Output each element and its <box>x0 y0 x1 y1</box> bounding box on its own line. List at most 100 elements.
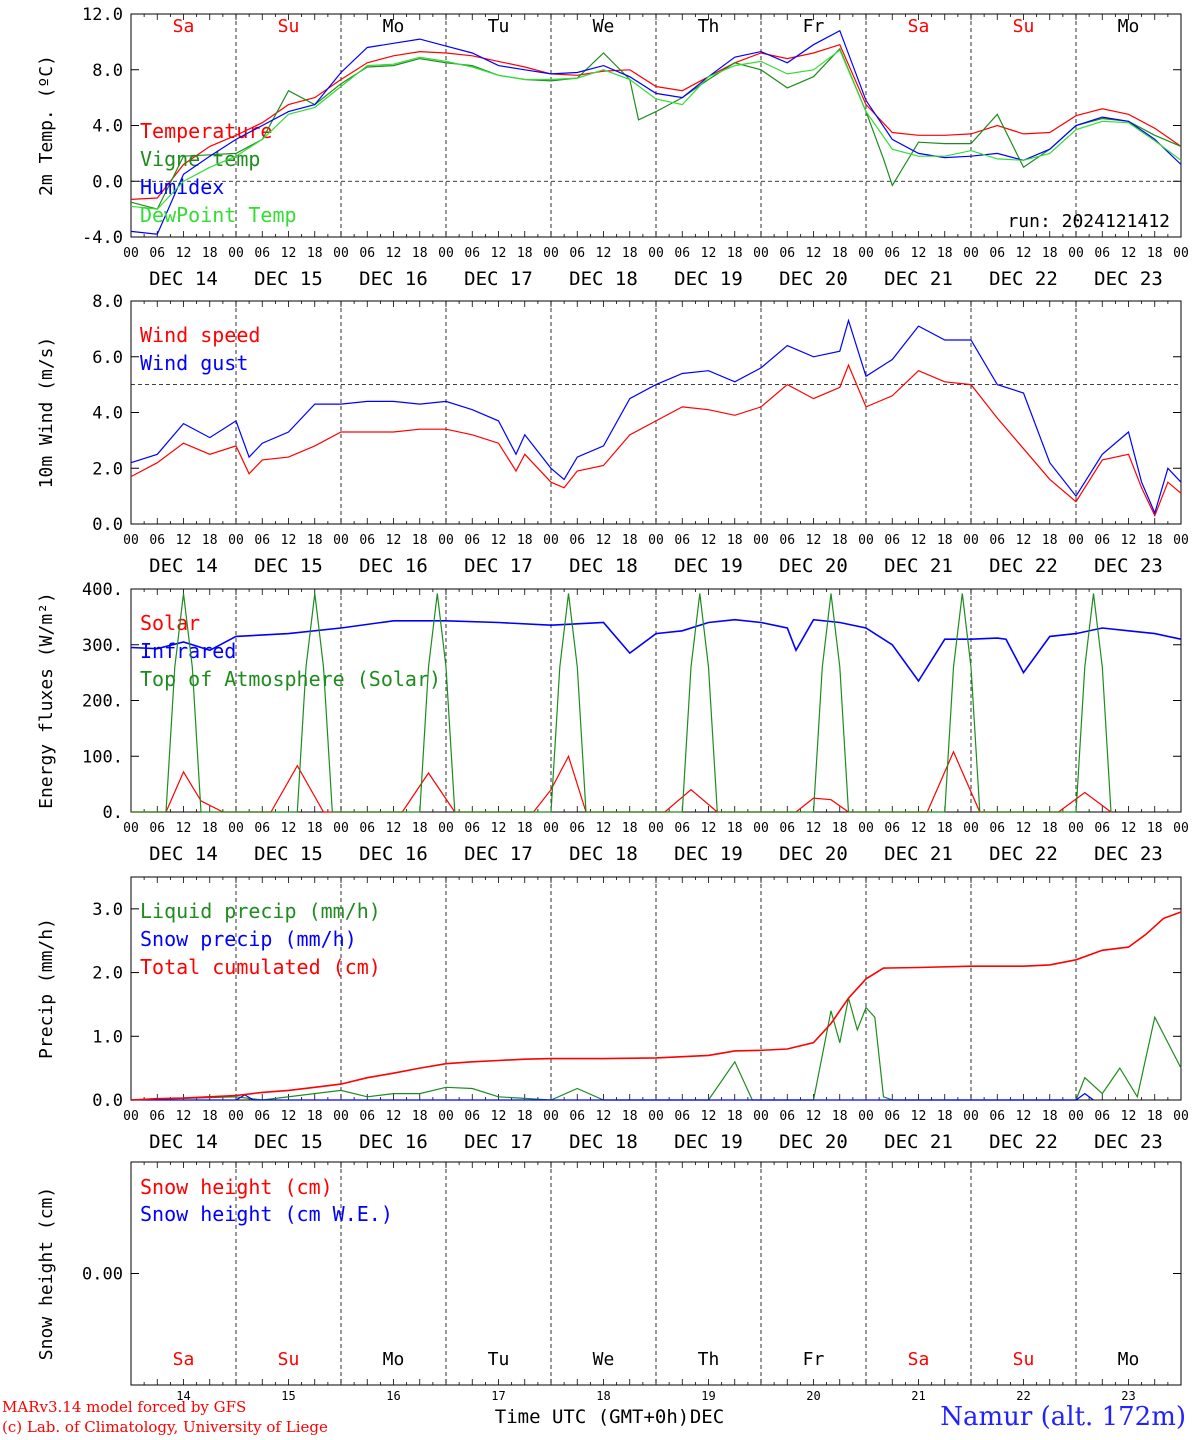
panel2-hour-label: 12 <box>911 533 927 548</box>
panel2-hour-label: 06 <box>359 533 375 548</box>
panel3-hour-label: 00 <box>858 821 874 836</box>
panel1-hour-label: 06 <box>674 246 690 261</box>
panel4-hour-label: 12 <box>701 1109 717 1124</box>
panel4-hour-label: 00 <box>438 1109 454 1124</box>
panel5-day-name: Su <box>1013 1349 1035 1370</box>
panel4-date-label: DEC 18 <box>569 1131 638 1153</box>
panel4-hour-label: 18 <box>517 1109 533 1124</box>
panel2-date-label: DEC 19 <box>674 555 743 577</box>
panel3-date-label: DEC 17 <box>464 843 533 865</box>
panel5-day-name: Fr <box>803 1349 825 1370</box>
panel3-hour-label: 00 <box>228 821 244 836</box>
panel3-date-label: DEC 19 <box>674 843 743 865</box>
panel2-date-label: DEC 14 <box>149 555 218 577</box>
x-axis-label: Time UTC (GMT+0h) <box>495 1406 689 1428</box>
panel5-day-number: 14 <box>176 1389 190 1403</box>
panel1-hour-label: 12 <box>596 246 612 261</box>
panel1-date-label: DEC 22 <box>989 268 1058 290</box>
panel1-hour-label: 00 <box>648 246 664 261</box>
panel3-hour-label: 18 <box>202 821 218 836</box>
panel2-hour-label: 12 <box>1121 533 1137 548</box>
panel3-hour-label: 12 <box>806 821 822 836</box>
panel1-day-name: Sa <box>908 16 930 37</box>
panel2-hour-label: 12 <box>281 533 297 548</box>
panel4-legend-3: Total cumulated (cm) <box>140 955 381 979</box>
panel3-date-label: DEC 14 <box>149 843 218 865</box>
panel5-day-number: 15 <box>281 1389 295 1403</box>
panel2-date-label: DEC 16 <box>359 555 428 577</box>
panel1-hour-label: 12 <box>281 246 297 261</box>
panel5-legend-1: Snow height (cm) <box>140 1175 333 1199</box>
panel1-date-label: DEC 14 <box>149 268 218 290</box>
panel4-date-label: DEC 17 <box>464 1131 533 1153</box>
panel1-run-label: run: 2024121412 <box>1007 211 1170 232</box>
panel3-hour-label: 00 <box>438 821 454 836</box>
panel4-ytick-label: 0.0 <box>92 1091 123 1111</box>
panel3-ytick-label: 300. <box>82 636 123 656</box>
panel4-hour-label: 12 <box>911 1109 927 1124</box>
panel4-hour-label: 12 <box>1016 1109 1032 1124</box>
panel2-hour-label: 18 <box>307 533 323 548</box>
panel1-day-name: Su <box>278 16 300 37</box>
panel4-series-snow-precip-mm-h- <box>131 1092 1094 1101</box>
panel3-hour-label: 12 <box>176 821 192 836</box>
panel3-hour-label: 00 <box>333 821 349 836</box>
panel4-hour-label: 12 <box>1121 1109 1137 1124</box>
panel3-ytick-label: 400. <box>82 580 123 600</box>
panel3-hour-label: 00 <box>753 821 769 836</box>
panel1-day-name: Mo <box>383 16 405 37</box>
panel3-hour-label: 18 <box>307 821 323 836</box>
panel4-hour-label: 12 <box>281 1109 297 1124</box>
panel1-day-name: Fr <box>803 16 825 37</box>
panel4-hour-label: 06 <box>989 1109 1005 1124</box>
panel5-day-name: We <box>593 1349 615 1370</box>
panel3-hour-label: 00 <box>1068 821 1084 836</box>
panel2-date-label: DEC 17 <box>464 555 533 577</box>
panel3-hour-label: 12 <box>596 821 612 836</box>
panel4-hour-label: 06 <box>464 1109 480 1124</box>
panel1-hour-label: 12 <box>491 246 507 261</box>
panel3-hour-label: 18 <box>1147 821 1163 836</box>
panel3-date-label: DEC 20 <box>779 843 848 865</box>
panel1-legend-1: Temperature <box>140 119 272 143</box>
panel1-hour-label: 00 <box>438 246 454 261</box>
panel3-hour-label: 18 <box>937 821 953 836</box>
panel2-hour-label: 18 <box>202 533 218 548</box>
panel2-hour-label: 18 <box>1147 533 1163 548</box>
panel5-day-name: Sa <box>173 1349 195 1370</box>
panel4-hour-label: 06 <box>149 1109 165 1124</box>
panel2-hour-label: 00 <box>333 533 349 548</box>
panel1-ytick-label: -4.0 <box>82 228 123 248</box>
panel1-ylabel: 2m Temp. (ºC) <box>36 55 57 196</box>
panel5-day-name: Su <box>278 1349 300 1370</box>
panel2-hour-label: 00 <box>858 533 874 548</box>
panel2-hour-label: 00 <box>438 533 454 548</box>
panel2-hour-label: 00 <box>543 533 559 548</box>
panel1-hour-label: 18 <box>937 246 953 261</box>
panel3-date-label: DEC 16 <box>359 843 428 865</box>
panel2-series-wind-gust <box>130 318 1182 515</box>
panel3-hour-label: 06 <box>884 821 900 836</box>
panel1-hour-label: 18 <box>727 246 743 261</box>
panel3-series-solar <box>131 750 1112 813</box>
panel3-hour-label: 06 <box>149 821 165 836</box>
panel1-hour-label: 18 <box>517 246 533 261</box>
panel1-date-label: DEC 17 <box>464 268 533 290</box>
panel5-day-name: Tu <box>488 1349 510 1370</box>
panel1-hour-label: 00 <box>1068 246 1084 261</box>
panel3-hour-label: 00 <box>648 821 664 836</box>
panel1-date-label: DEC 15 <box>254 268 323 290</box>
panel1-hour-label: 18 <box>622 246 638 261</box>
panel4-hour-label: 12 <box>386 1109 402 1124</box>
panel1-hour-label: 06 <box>464 246 480 261</box>
panel4-hour-label: 12 <box>596 1109 612 1124</box>
panel4-hour-label: 00 <box>123 1109 139 1124</box>
panel1-date-label: DEC 19 <box>674 268 743 290</box>
panel2-date-label: DEC 15 <box>254 555 323 577</box>
panel3-ytick-label: 0. <box>103 803 123 823</box>
panel2-ytick-label: 6.0 <box>92 348 123 368</box>
panel3-hour-label: 06 <box>674 821 690 836</box>
panel3-hour-label: 18 <box>832 821 848 836</box>
panel3-legend-1: Solar <box>140 611 200 635</box>
panel1-date-label: DEC 20 <box>779 268 848 290</box>
